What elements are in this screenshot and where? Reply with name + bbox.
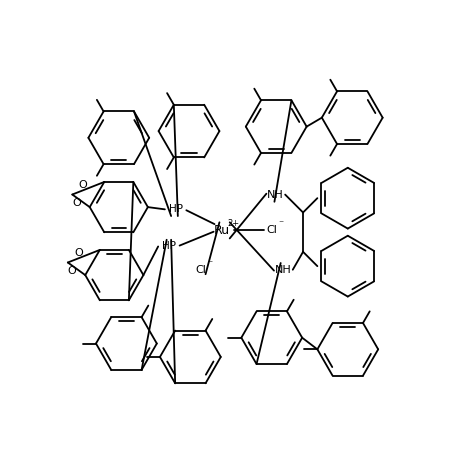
- Text: O: O: [74, 248, 83, 258]
- Text: 2+: 2+: [227, 219, 239, 228]
- Text: O: O: [72, 198, 81, 208]
- Text: ⁻: ⁻: [278, 220, 283, 230]
- Text: NH: NH: [267, 189, 284, 200]
- Text: Cl: Cl: [196, 265, 206, 274]
- Text: HP: HP: [162, 242, 176, 252]
- Text: Cl: Cl: [266, 225, 277, 235]
- Text: O: O: [68, 266, 76, 276]
- Text: ⁻: ⁻: [207, 259, 213, 269]
- Text: O: O: [79, 180, 88, 190]
- Text: HP: HP: [169, 204, 182, 214]
- Text: Ru: Ru: [213, 224, 230, 237]
- Text: NH: NH: [275, 265, 291, 274]
